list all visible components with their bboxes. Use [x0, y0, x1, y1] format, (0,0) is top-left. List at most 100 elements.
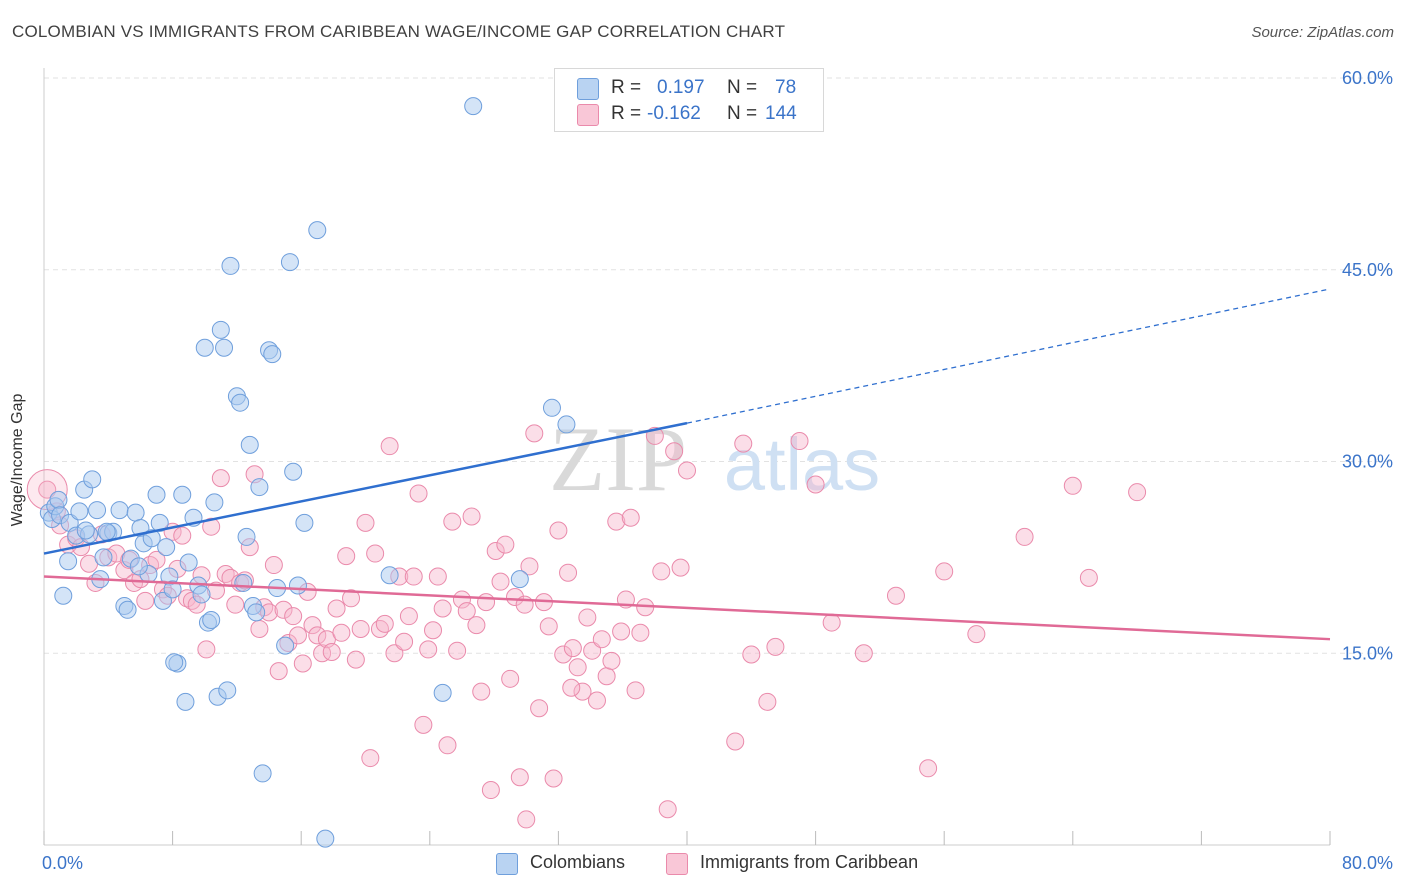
caribbean-point	[274, 600, 293, 619]
colombian-point	[76, 521, 95, 540]
colombian-point	[308, 221, 327, 240]
colombian-point	[215, 338, 234, 357]
colombian-point	[234, 573, 253, 592]
caribbean-point	[226, 595, 245, 614]
chart-title: COLOMBIAN VS IMMIGRANTS FROM CARIBBEAN W…	[12, 22, 786, 41]
caribbean-point	[448, 641, 467, 660]
caribbean-point	[919, 759, 938, 778]
y-tick-label: 60.0%	[1342, 68, 1393, 88]
colombian-point	[288, 576, 307, 595]
caribbean-point	[428, 567, 447, 586]
caribbean-point	[370, 619, 389, 638]
caribbean-point	[822, 613, 841, 632]
colombian-point	[295, 513, 314, 532]
colombian-point	[380, 566, 399, 585]
series-caribbean-points	[26, 424, 1147, 829]
colombian-point	[176, 692, 195, 711]
caribbean-point	[284, 607, 303, 626]
caribbean-point	[790, 432, 809, 451]
caribbean-point	[520, 557, 539, 576]
colombian-point	[195, 338, 214, 357]
caribbean-point	[505, 588, 524, 607]
colombian-point	[94, 548, 113, 567]
caribbean-point	[568, 658, 587, 677]
caribbean-point	[806, 475, 825, 494]
colombian-point	[263, 345, 282, 364]
caribbean-point	[337, 547, 356, 566]
caribbean-point	[472, 682, 491, 701]
caribbean-point	[481, 781, 500, 800]
colombian-point	[173, 485, 192, 504]
colombian-point	[153, 591, 172, 610]
caribbean-point	[366, 544, 385, 563]
caribbean-point	[652, 562, 671, 581]
caribbean-point	[486, 541, 505, 560]
caribbean-point	[467, 616, 486, 635]
y-axis-label: Wage/Income Gap	[9, 393, 26, 527]
legend-n-label: N =	[727, 77, 758, 98]
caribbean-point	[525, 424, 544, 443]
colombian-point	[231, 393, 250, 412]
colombian-point	[280, 253, 299, 272]
caribbean-point	[597, 667, 616, 686]
colombian-point	[211, 320, 230, 339]
colombian-point	[542, 398, 561, 417]
caribbean-point	[517, 810, 536, 829]
bottom-legend-swatch-pink	[666, 853, 688, 875]
caribbean-point	[1128, 483, 1147, 502]
colombian-point	[142, 529, 161, 548]
caribbean-point	[967, 625, 986, 644]
colombian-point	[157, 538, 176, 557]
bottom-legend-swatch-blue	[496, 853, 518, 875]
caribbean-point	[578, 608, 597, 627]
caribbean-point	[626, 681, 645, 700]
caribbean-point	[726, 732, 745, 751]
caribbean-point	[612, 622, 631, 641]
caribbean-point	[342, 589, 361, 608]
caribbean-point	[293, 654, 312, 673]
colombian-point	[150, 513, 169, 532]
caribbean-point	[886, 586, 905, 605]
correlation-legend: R = 0.197 N = 78 R = -0.162 N = 144	[554, 68, 824, 132]
caribbean-point	[583, 641, 602, 660]
caribbean-point	[501, 669, 520, 688]
caribbean-point	[758, 692, 777, 711]
colombians-trend-line	[43, 421, 688, 555]
caribbean-point	[496, 535, 515, 554]
colombian-point	[126, 503, 145, 522]
caribbean-point	[385, 644, 404, 663]
colombian-point	[59, 552, 78, 571]
caribbean-point	[562, 678, 581, 697]
colombian-point	[147, 485, 166, 504]
caribbean-point	[322, 642, 341, 661]
y-tick-label: 15.0%	[1342, 643, 1393, 663]
caribbean-point	[658, 800, 677, 819]
colombian-point	[54, 586, 73, 605]
caribbean-point	[462, 507, 481, 526]
caribbean-point	[539, 617, 558, 636]
caribbean-point	[510, 768, 529, 787]
caribbean-point	[1079, 568, 1098, 587]
caribbean-point	[346, 650, 365, 669]
caribbean-point	[197, 640, 216, 659]
legend-r-label: R =	[611, 103, 642, 124]
y-tick-label: 45.0%	[1342, 260, 1393, 280]
legend-swatch-pink	[577, 104, 599, 126]
caribbean-point	[356, 513, 375, 532]
colombian-point	[202, 611, 221, 630]
colombian-point	[49, 490, 68, 509]
caribbean-point	[136, 591, 155, 610]
colombian-point	[179, 553, 198, 572]
caribbean-point	[544, 769, 563, 788]
colombian-point	[165, 653, 184, 672]
caribbean-point	[854, 644, 873, 663]
caribbean-point	[1015, 527, 1034, 546]
caribbean-point	[250, 619, 269, 638]
caribbean-point	[1063, 476, 1082, 495]
tick-labels: 15.0% 30.0% 45.0% 60.0% 0.0% 80.0%	[42, 68, 1393, 873]
caribbean-point	[563, 639, 582, 658]
caribbean-point	[375, 614, 394, 633]
colombian-point	[221, 256, 240, 275]
colombian-point	[88, 501, 107, 520]
caribbean-point	[332, 623, 351, 642]
